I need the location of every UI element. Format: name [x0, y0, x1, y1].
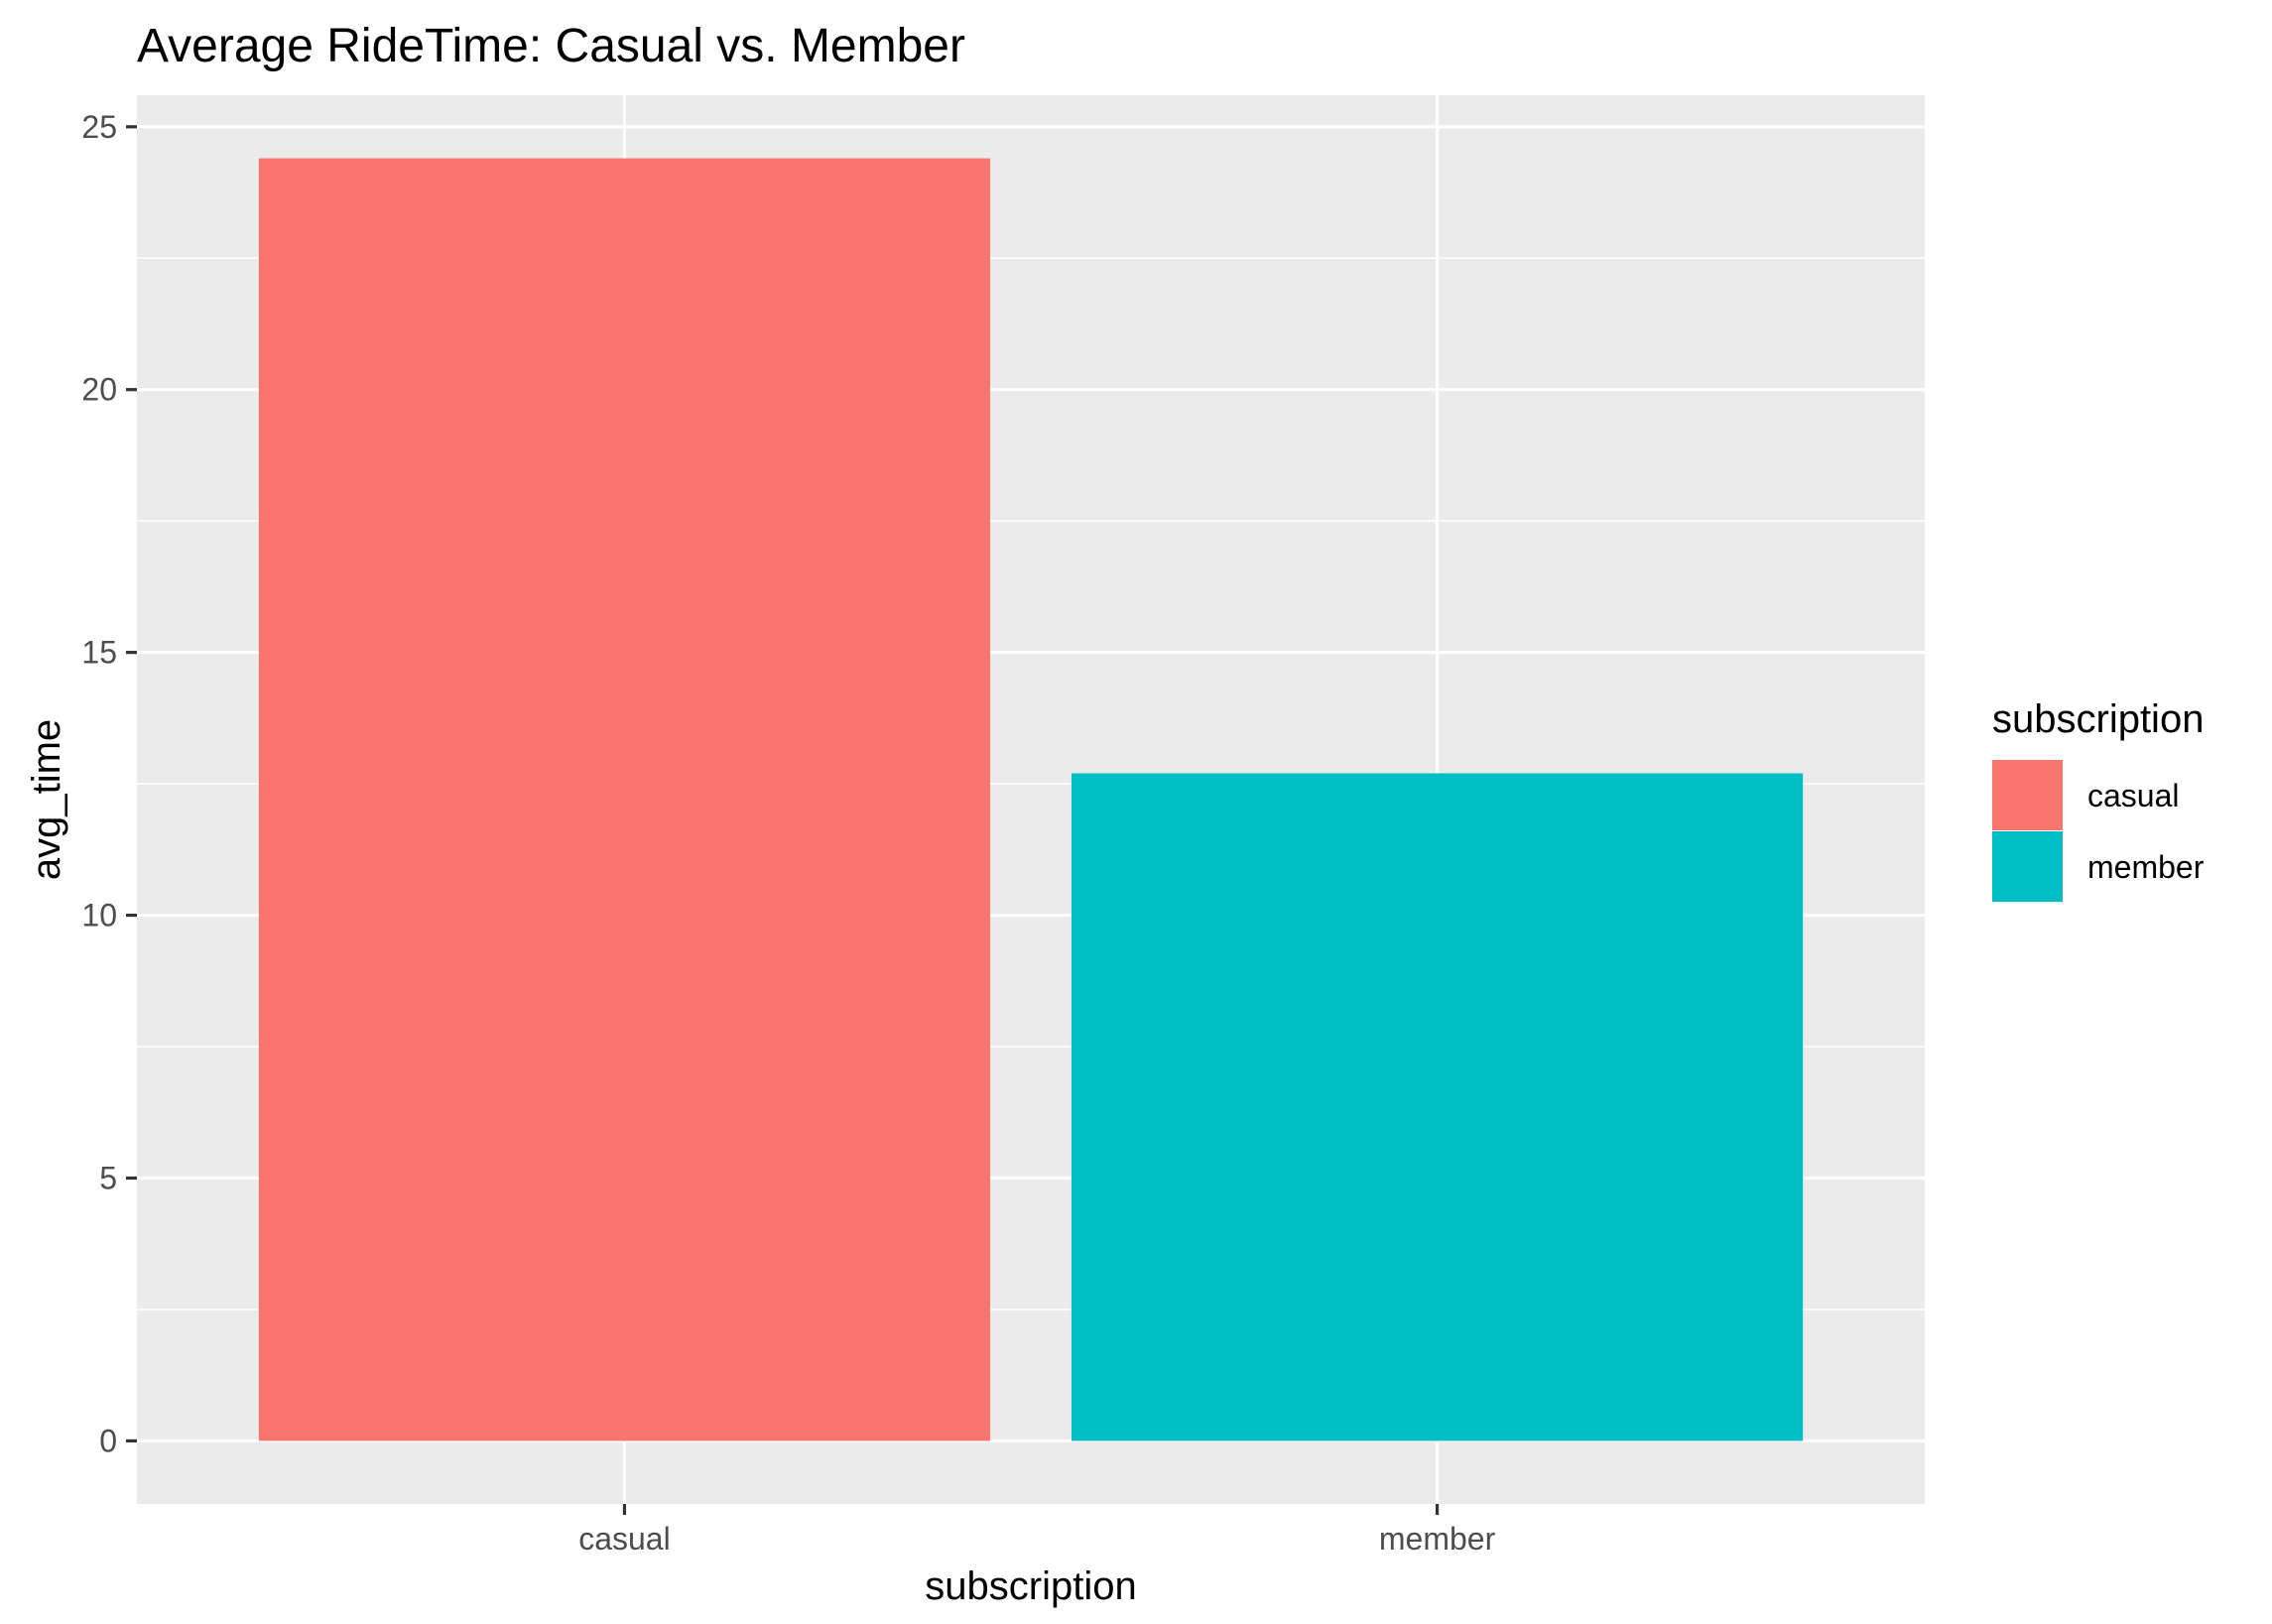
legend-key-member	[1992, 831, 2063, 902]
bar-casual	[258, 158, 991, 1441]
legend-label-casual: casual	[2087, 778, 2180, 813]
x-axis-title: subscription	[925, 1564, 1136, 1608]
y-tick-label: 5	[99, 1160, 117, 1195]
legend-title: subscription	[1992, 697, 2204, 741]
y-tick-label: 20	[81, 372, 117, 408]
x-tick-label: member	[1379, 1521, 1496, 1557]
legend-key-casual	[1992, 760, 2063, 830]
axes: 0 5 10 15 20 25 casual member	[81, 109, 1495, 1557]
y-tick-label: 0	[99, 1423, 117, 1458]
bar-member	[1071, 773, 1804, 1441]
chart-title: Average RideTime: Casual vs. Member	[137, 20, 965, 72]
y-tick-label: 25	[81, 109, 117, 145]
y-tick-label: 10	[81, 898, 117, 934]
y-tick-label: 15	[81, 635, 117, 671]
legend: subscription casual member	[1992, 697, 2205, 902]
legend-label-member: member	[2087, 849, 2205, 885]
y-axis-title: avg_time	[25, 719, 68, 880]
bars	[258, 158, 1804, 1441]
x-tick-label: casual	[578, 1521, 671, 1557]
